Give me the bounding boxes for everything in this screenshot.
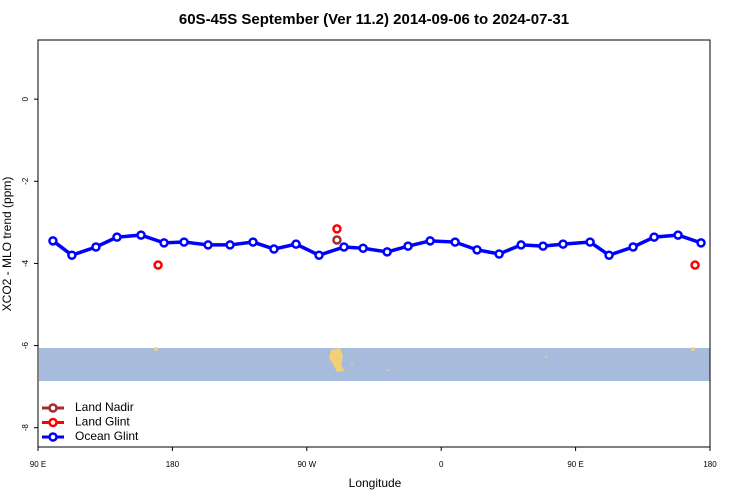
data-point [332,224,342,234]
y-axis-label: XCO2 - MLO trend (ppm) [0,177,14,312]
data-point [696,238,706,248]
data-point [585,237,595,247]
data-point [67,250,77,260]
x-tick-label: 90 W [297,460,316,469]
data-point [649,232,659,242]
legend-marker [48,432,58,442]
series-line [51,233,702,258]
data-point [48,236,58,246]
plot-frame [37,39,711,448]
data-point [516,240,526,250]
legend-marker [48,417,58,428]
data-point [673,230,683,240]
data-point [291,239,301,249]
data-point [203,240,213,250]
data-point [269,244,279,254]
data-point [450,237,460,247]
x-tick-label: 0 [439,460,444,469]
legend-label: Land Nadir [75,400,134,414]
data-point [690,260,700,270]
data-point [403,241,413,251]
data-point [604,250,614,260]
chart-title: 60S-45S September (Ver 11.2) 2014-09-06 … [179,11,569,28]
data-point [225,240,235,250]
x-tick-label: 180 [703,460,717,469]
data-point [382,247,392,257]
data-point [112,232,122,242]
data-point [425,236,435,246]
data-point [314,250,324,260]
data-point [153,260,163,270]
data-point [358,243,368,253]
y-tick-label: -4 [21,259,30,267]
map-strip [39,347,710,381]
x-tick-label: 90 E [30,460,46,469]
x-tick-label: 180 [166,460,180,469]
x-axis-label: Longitude [349,476,402,490]
legend-label: Land Glint [75,415,130,429]
y-tick-label: -2 [21,177,30,185]
data-point [136,230,146,240]
data-point [538,241,548,251]
data-point [628,242,638,252]
y-tick-label: -6 [21,341,30,349]
data-point [248,237,258,247]
y-tick-label: -8 [21,424,30,432]
x-tick-label: 90 E [567,460,583,469]
data-point [472,245,482,255]
data-point [558,239,568,249]
legend-marker [48,403,58,413]
y-tick-label: 0 [21,96,30,101]
data-point [494,249,504,259]
data-point [332,235,342,245]
data-point [91,242,101,252]
data-point [179,237,189,247]
data-point [339,242,349,252]
data-point [159,238,169,248]
legend-label: Ocean Glint [75,429,139,443]
